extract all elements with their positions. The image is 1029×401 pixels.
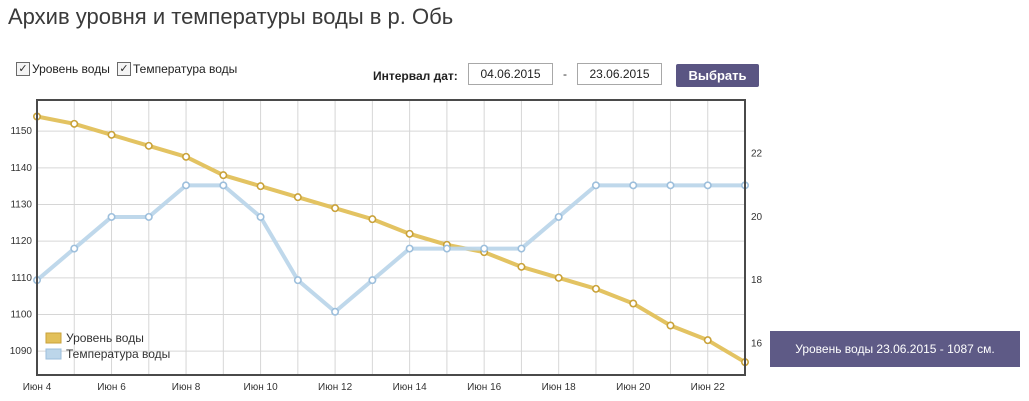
y-left-tick-label: 1140 [10,163,32,174]
legend-swatch-level [45,332,62,344]
y-left-tick-label: 1120 [10,236,32,247]
level-series-line [35,114,747,365]
temperature-series-line [35,183,747,314]
y-left-tick-label: 1090 [10,346,33,357]
x-tick-label: Июн 6 [97,382,126,393]
temperature-checkbox-label: Температура воды [133,62,238,76]
level-point [629,299,638,308]
level-point [182,152,191,161]
temperature-point [144,212,153,221]
level-point [666,321,675,330]
page-title: Архив уровня и температуры воды в р. Обь [8,4,454,29]
level-point [107,130,116,139]
temperature-point [107,212,116,221]
date-from-input[interactable]: 04.06.2015 [468,63,553,85]
level-checkbox-label: Уровень воды [32,62,110,76]
x-tick-label: Июн 12 [318,382,353,393]
temperature-point [368,276,377,285]
temperature-point [331,307,340,316]
legend-label-temperature: Температура воды [66,347,170,361]
y-right-tick-label: 18 [751,275,763,286]
temperature-point [405,244,414,253]
y-left-tick-label: 1110 [11,273,32,284]
temperature-point [480,244,489,253]
level-point [368,215,377,224]
level-point [256,182,265,191]
plot-frame [36,99,746,376]
level-checkbox[interactable]: ✓ Уровень воды [16,62,110,76]
temperature-point [554,212,563,221]
x-tick-label: Июн 10 [244,382,279,393]
interval-label: Интервал дат: [373,69,458,83]
level-point [703,336,712,345]
check-icon: ✓ [16,62,30,76]
x-tick-label: Июн 18 [542,382,577,393]
temperature-point [293,276,302,285]
x-tick-label: Июн 16 [467,382,502,393]
date-separator: - [563,67,567,81]
level-point [554,273,563,282]
y-left-tick-label: 1100 [10,310,32,321]
chart-tooltip: Уровень воды 23.06.2015 - 1087 см. [770,331,1020,367]
x-tick-label: Июн 14 [393,382,428,393]
level-point [331,204,340,213]
x-tick-label: Июн 4 [23,382,52,393]
level-point [219,171,228,180]
x-tick-label: Июн 8 [172,382,201,393]
temperature-point [666,181,675,190]
temperature-point [256,212,265,221]
level-point [70,119,79,128]
select-button[interactable]: Выбрать [676,64,759,87]
legend-swatch-temperature [45,348,62,360]
temperature-point [703,181,712,190]
check-icon: ✓ [117,62,131,76]
level-point [591,284,600,293]
temperature-point [517,244,526,253]
level-point [144,141,153,150]
y-left-tick-label: 1150 [10,126,32,137]
y-right-tick-label: 22 [751,149,763,160]
temperature-point [629,181,638,190]
level-point [293,193,302,202]
level-point [405,229,414,238]
temperature-point [442,244,451,253]
level-point [517,262,526,271]
temperature-point [182,181,191,190]
temperature-point [591,181,600,190]
x-tick-label: Июн 22 [691,382,726,393]
y-left-tick-label: 1130 [10,200,32,211]
y-right-tick-label: 16 [751,338,763,349]
legend-label-level: Уровень воды [66,331,144,345]
y-right-tick-label: 20 [751,212,763,223]
temperature-point [219,181,228,190]
x-tick-label: Июн 20 [616,382,651,393]
temperature-checkbox[interactable]: ✓ Температура воды [117,62,237,76]
temperature-point [70,244,79,253]
date-to-input[interactable]: 23.06.2015 [577,63,662,85]
